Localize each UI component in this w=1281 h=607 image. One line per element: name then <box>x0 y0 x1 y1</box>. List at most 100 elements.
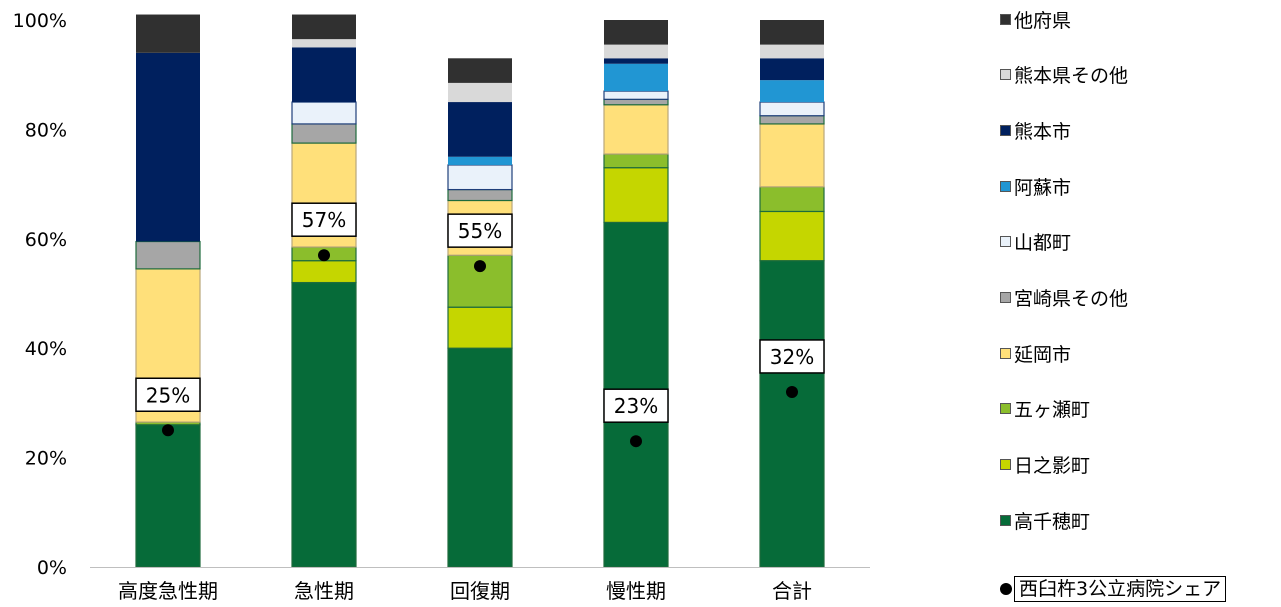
legend-swatch <box>1000 514 1011 526</box>
legend-swatch <box>1000 124 1011 136</box>
share-marker <box>318 249 330 262</box>
legend-item: 阿蘇市 <box>1000 171 1071 201</box>
bar-segment <box>448 156 512 165</box>
bar-segment <box>759 115 825 125</box>
legend-item: 宮崎県その他 <box>1000 283 1128 313</box>
share-points: 25% 57% 55% 23% 32% <box>135 202 825 448</box>
share-label-box <box>603 388 669 423</box>
bar-segment <box>603 167 669 223</box>
x-tick-label: 慢性期 <box>606 579 666 603</box>
bar-segment <box>292 47 356 103</box>
bar-segment <box>447 188 513 202</box>
bar-segment <box>291 260 357 284</box>
legend-item: 高千穂町 <box>1000 505 1090 535</box>
bar-segment <box>135 424 201 568</box>
y-tick-label: 80% <box>25 119 67 141</box>
y-tick-label: 0% <box>37 557 67 579</box>
legend-label: 熊本市 <box>1014 120 1072 143</box>
bar-segment <box>447 347 513 568</box>
y-tick-label: 20% <box>25 448 67 470</box>
bar-segment <box>448 102 512 157</box>
bar-segment <box>759 210 825 262</box>
bar-segment <box>292 14 356 40</box>
legend-item: 延岡市 <box>1000 338 1071 368</box>
legend: 他府県熊本県その他 熊本市阿蘇市山都町宮崎県その他 延岡市五ヶ瀬町日之影町高千穂町西… <box>1000 0 1281 607</box>
legend-label: 延岡市 <box>1014 343 1072 366</box>
legend-label: 五ヶ瀬町 <box>1014 399 1091 422</box>
bar-segment <box>448 82 512 103</box>
legend-item: 五ヶ瀬町 <box>1000 394 1090 424</box>
legend-item: 他府県 <box>1000 4 1071 34</box>
legend-label: 熊本県その他 <box>1014 65 1129 88</box>
y-tick-label: 60% <box>25 229 67 251</box>
legend-swatch <box>1000 236 1011 248</box>
share-data-label: 55% <box>458 219 502 243</box>
legend-label: 山都町 <box>1014 232 1072 255</box>
bar-segment <box>603 153 669 169</box>
bar-segment <box>604 58 668 64</box>
legend-label: 高千穂町 <box>1014 510 1091 533</box>
x-axis: 高度急性期 急性期 回復期 慢性期 合計 <box>90 567 870 603</box>
bar-segment <box>760 80 824 103</box>
bar-segment <box>759 123 825 188</box>
bar-segment <box>291 123 357 144</box>
legend-label: 宮崎県その他 <box>1014 288 1129 310</box>
y-tick-label: 40% <box>25 338 67 360</box>
share-data-label: 57% <box>302 208 346 232</box>
share-marker <box>474 260 486 273</box>
bar-segment <box>759 101 825 117</box>
bar-segment <box>760 44 824 59</box>
legend-label: 阿蘇市 <box>1014 176 1072 199</box>
bar-segment <box>760 58 824 81</box>
legend-swatch <box>1000 403 1011 415</box>
legend-item: 熊本市 <box>1000 115 1071 145</box>
legend-item: 熊本県その他 <box>1000 60 1128 90</box>
bar-segment <box>603 98 669 106</box>
x-tick-label: 急性期 <box>294 579 354 603</box>
bars <box>135 14 825 568</box>
y-axis: 0% 20% 40% 60% 80% 100% <box>13 10 67 579</box>
legend-swatch <box>1000 180 1011 192</box>
legend-swatch <box>1000 459 1011 471</box>
bar-segment <box>759 260 825 568</box>
bar-segment <box>759 186 825 213</box>
legend-dot-marker <box>1000 583 1012 595</box>
bar-segment <box>291 101 357 125</box>
bar-segment <box>604 44 668 59</box>
bar-segment <box>135 240 201 270</box>
bar-segment <box>136 52 200 242</box>
x-tick-label: 回復期 <box>450 579 510 603</box>
bar-segment <box>447 306 513 349</box>
legend-label: 日之影町 <box>1014 455 1091 478</box>
bar-segment <box>603 104 669 155</box>
share-data-label: 25% <box>146 383 190 407</box>
share-data-label: 32% <box>770 345 814 369</box>
bar-segment <box>760 20 824 45</box>
bar-segment <box>604 20 668 45</box>
bar-segment <box>136 14 200 53</box>
share-label-box <box>135 377 201 412</box>
y-tick-label: 100% <box>13 10 67 32</box>
share-marker <box>630 435 642 448</box>
legend-item: 日之影町 <box>1000 450 1090 480</box>
legend-item: 山都町 <box>1000 227 1071 257</box>
legend-swatch <box>1000 69 1011 81</box>
share-label-box <box>447 213 513 248</box>
legend-swatch <box>1000 347 1011 359</box>
share-data-label: 23% <box>614 394 658 418</box>
legend-swatch <box>1000 13 1011 25</box>
share-label-box <box>759 339 825 374</box>
legend-label: 他府県 <box>1014 9 1072 32</box>
bar-segment <box>447 164 513 191</box>
legend-label: 西臼杵3公立病院シェア <box>1014 576 1227 602</box>
share-label-box <box>291 202 357 237</box>
bar-segment <box>448 58 512 83</box>
bar-segment <box>604 63 668 92</box>
x-tick-label: 合計 <box>772 579 812 603</box>
legend-item-share: 西臼杵3公立病院シェア <box>1000 574 1227 604</box>
share-marker <box>786 385 798 398</box>
x-tick-label: 高度急性期 <box>118 579 218 603</box>
bar-segment <box>603 90 669 100</box>
bar-segment <box>292 39 356 48</box>
